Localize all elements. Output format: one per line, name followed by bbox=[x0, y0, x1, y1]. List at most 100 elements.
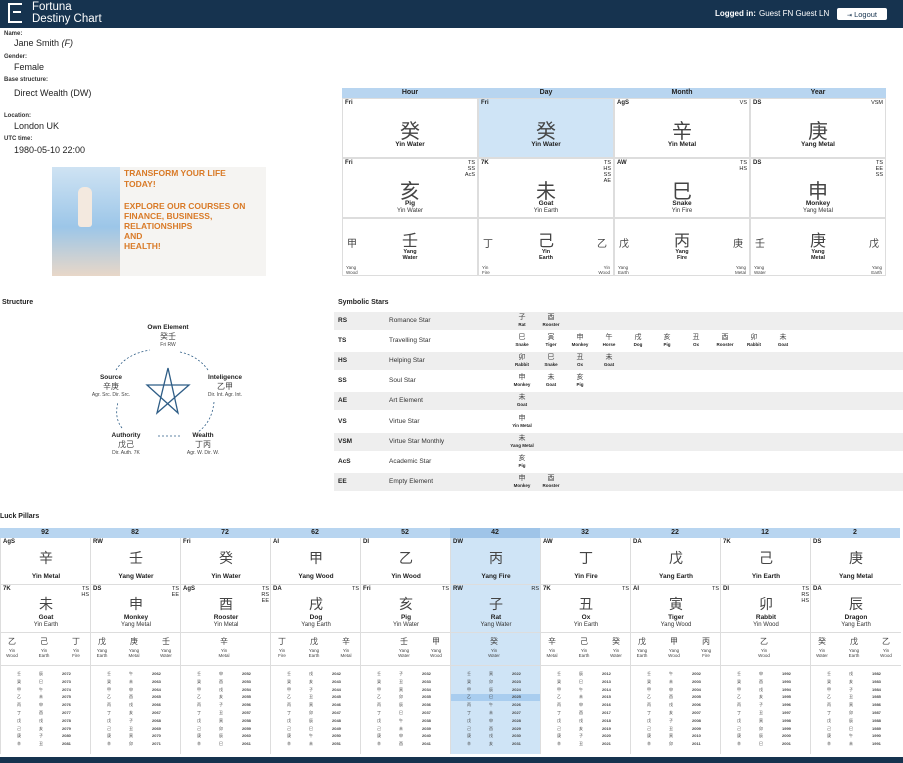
luck-pillar[interactable]: RW 壬 Yang Water DS TS EE 申 Monkey Yang Metal 戊 Ya… bbox=[90, 538, 181, 754]
luck-year-row[interactable]: 丙 寅 1986 bbox=[811, 702, 901, 709]
luck-year-row[interactable]: 癸 未 2063 bbox=[91, 679, 181, 686]
luck-year-row[interactable]: 甲 子 2044 bbox=[271, 687, 361, 694]
luck-year-row[interactable]: 辛 卯 2071 bbox=[91, 741, 181, 748]
luck-year-row[interactable]: 辛 丑 2081 bbox=[1, 741, 91, 748]
promo-banner[interactable]: TRANSFORM YOUR LIFE TODAY! EXPLORE OUR C… bbox=[52, 167, 266, 276]
luck-year-row[interactable]: 戊 戌 2018 bbox=[541, 718, 631, 725]
luck-year-row[interactable]: 甲 戌 1994 bbox=[721, 687, 811, 694]
luck-pillar[interactable]: DI 乙 Yin Wood Fri TS 亥 Pig Yin Water 壬 Yang Water… bbox=[360, 538, 451, 754]
luck-year-row[interactable]: 丙 辰 2036 bbox=[361, 702, 451, 709]
luck-year-row[interactable]: 辛 酉 2041 bbox=[361, 741, 451, 748]
luck-year-row[interactable]: 庚 申 2040 bbox=[361, 733, 451, 740]
luck-year-row[interactable]: 乙 未 2075 bbox=[1, 694, 91, 701]
luck-year-row[interactable]: 戊 子 2008 bbox=[631, 718, 721, 725]
luck-year-row[interactable]: 丙 午 2026 bbox=[451, 702, 541, 709]
luck-year-row[interactable]: 甲 申 2064 bbox=[91, 687, 181, 694]
luck-pillar[interactable]: AW 丁 Yin Fire 7K TS 丑 Ox Yin Earth 辛 Yin Metal 己 Yi… bbox=[540, 538, 631, 754]
star-row-ts[interactable]: TS Travelling Star 巳 Snake 寅 Tiger 申 Monkey 午 Hor… bbox=[334, 332, 903, 350]
luck-year-row[interactable]: 癸 未 2003 bbox=[631, 679, 721, 686]
luck-year-row[interactable]: 庚 辰 2000 bbox=[721, 733, 811, 740]
luck-year-row[interactable]: 甲 子 1984 bbox=[811, 687, 901, 694]
luck-year-row[interactable]: 丙 寅 2046 bbox=[271, 702, 361, 709]
luck-year-row[interactable]: 己 卯 2059 bbox=[181, 726, 271, 733]
luck-year-row[interactable]: 戊 寅 1998 bbox=[721, 718, 811, 725]
luck-year-row[interactable]: 戊 申 2028 bbox=[451, 718, 541, 725]
luck-year-row[interactable]: 戊 辰 2048 bbox=[271, 718, 361, 725]
luck-year-row[interactable]: 乙 未 2015 bbox=[541, 694, 631, 701]
star-row-hs[interactable]: HS Helping Star 卯 Rabbit 巳 Snake 丑 Ox 未 Goat bbox=[334, 352, 903, 371]
luck-year-row[interactable]: 庚 午 2050 bbox=[271, 733, 361, 740]
stem-cell[interactable]: Fri 癸 Yin Water bbox=[342, 98, 478, 158]
star-row-vs[interactable]: VS Virtue Star 申 Yin Metal bbox=[334, 413, 903, 431]
luck-year-row[interactable]: 庚 辰 2060 bbox=[181, 733, 271, 740]
luck-year-row[interactable]: 甲 戌 2054 bbox=[181, 687, 271, 694]
branch-cell[interactable]: 7K TS HS SS AE 未 Goat Yin Earth bbox=[478, 158, 614, 218]
luck-year-row[interactable]: 癸 亥 2043 bbox=[271, 679, 361, 686]
luck-year-row[interactable]: 庚 午 1990 bbox=[811, 733, 901, 740]
luck-year-row[interactable]: 己 酉 2029 bbox=[451, 726, 541, 733]
luck-year-row[interactable]: 辛 未 1991 bbox=[811, 741, 901, 748]
luck-year-row[interactable]: 乙 丑 1985 bbox=[811, 694, 901, 701]
stem-cell[interactable]: DS VSM 庚 Yang Metal bbox=[750, 98, 886, 158]
logout-button[interactable]: ⇥ Logout bbox=[837, 8, 887, 20]
luck-year-row[interactable]: 戊 子 2068 bbox=[91, 718, 181, 725]
luck-year-row[interactable]: 癸 酉 2053 bbox=[181, 679, 271, 686]
luck-year-row[interactable]: 己 亥 2079 bbox=[1, 726, 91, 733]
luck-pillar[interactable]: 7K 己 Yin Earth DI TS RS HS 卯 Rabbit Yin Wood 乙 Yi… bbox=[720, 538, 811, 754]
luck-year-row[interactable]: 癸 亥 1983 bbox=[811, 679, 901, 686]
luck-year-row[interactable]: 壬 申 2052 bbox=[181, 671, 271, 678]
luck-year-row[interactable]: 辛 亥 2031 bbox=[451, 741, 541, 748]
luck-year-row[interactable]: 戊 戌 2078 bbox=[1, 718, 91, 725]
luck-year-row[interactable]: 丁 酉 2017 bbox=[541, 710, 631, 717]
luck-year-row[interactable]: 己 卯 1999 bbox=[721, 726, 811, 733]
luck-year-row[interactable]: 壬 申 1992 bbox=[721, 671, 811, 678]
branch-cell[interactable]: DS TS EE SS 申 Monkey Yang Metal bbox=[750, 158, 886, 218]
luck-year-row[interactable]: 丙 申 2076 bbox=[1, 702, 91, 709]
branch-cell[interactable]: Fri TS SS AcS 亥 Pig Yin Water bbox=[342, 158, 478, 218]
luck-year-row[interactable]: 乙 酉 2065 bbox=[91, 694, 181, 701]
branch-cell[interactable]: AW TS HS 巳 Snake Yin Fire bbox=[614, 158, 750, 218]
luck-pillar[interactable]: Fri 癸 Yin Water AgS TS RS EE 酉 Rooster Yin Meta… bbox=[180, 538, 271, 754]
luck-year-row[interactable]: 丁 卯 1987 bbox=[811, 710, 901, 717]
luck-year-row[interactable]: 乙 酉 2005 bbox=[631, 694, 721, 701]
luck-year-row[interactable]: 壬 戌 1982 bbox=[811, 671, 901, 678]
star-row-ee[interactable]: EE Empty Element 申 Monkey 酉 Rooster bbox=[334, 472, 903, 491]
luck-year-row[interactable]: 癸 巳 2013 bbox=[541, 679, 631, 686]
luck-year-row[interactable]: 庚 寅 2010 bbox=[631, 733, 721, 740]
luck-year-row[interactable]: 庚 子 2020 bbox=[541, 733, 631, 740]
luck-year-row[interactable]: 壬 戌 2042 bbox=[271, 671, 361, 678]
luck-year-row[interactable]: 己 未 2039 bbox=[361, 726, 451, 733]
star-row-vsm[interactable]: VSM Virtue Star Monthly 未 Yang Metal bbox=[334, 432, 903, 451]
stem-cell[interactable]: Fri 癸 Yin Water bbox=[478, 98, 614, 158]
luck-year-row[interactable]: 乙 巳 2025 bbox=[451, 694, 541, 702]
luck-year-row[interactable]: 己 亥 2019 bbox=[541, 726, 631, 733]
luck-year-row[interactable]: 丁 丑 1997 bbox=[721, 710, 811, 717]
luck-year-row[interactable]: 甲 午 2074 bbox=[1, 687, 91, 694]
luck-year-row[interactable]: 癸 卯 2023 bbox=[451, 679, 541, 686]
star-row-rs[interactable]: RS Romance Star 子 Rat 酉 Rooster bbox=[334, 312, 903, 330]
luck-year-row[interactable]: 癸 丑 2033 bbox=[361, 679, 451, 686]
luck-year-row[interactable]: 乙 亥 2055 bbox=[181, 694, 271, 701]
luck-year-row[interactable]: 乙 丑 2045 bbox=[271, 694, 361, 701]
luck-year-row[interactable]: 甲 辰 2024 bbox=[451, 687, 541, 694]
luck-year-row[interactable]: 壬 辰 2012 bbox=[541, 671, 631, 678]
luck-year-row[interactable]: 己 巳 2049 bbox=[271, 726, 361, 733]
luck-pillar[interactable]: AgS 辛 Yin Metal 7K TS HS 未 Goat Yin Earth 乙 Yin W… bbox=[0, 538, 91, 754]
luck-year-row[interactable]: 甲 申 2004 bbox=[631, 687, 721, 694]
star-row-ae[interactable]: AE Art Element 未 Goat bbox=[334, 392, 903, 411]
luck-year-row[interactable]: 丁 酉 2077 bbox=[1, 710, 91, 717]
luck-year-row[interactable]: 辛 未 2051 bbox=[271, 741, 361, 748]
luck-year-row[interactable]: 丁 亥 2067 bbox=[91, 710, 181, 717]
luck-year-row[interactable]: 辛 巳 2061 bbox=[181, 741, 271, 748]
luck-year-row[interactable]: 己 巳 1989 bbox=[811, 726, 901, 733]
luck-year-row[interactable]: 辛 巳 2001 bbox=[721, 741, 811, 748]
luck-year-row[interactable]: 癸 巳 2073 bbox=[1, 679, 91, 686]
luck-year-row[interactable]: 壬 午 2062 bbox=[91, 671, 181, 678]
luck-year-row[interactable]: 辛 丑 2021 bbox=[541, 741, 631, 748]
star-row-acs[interactable]: AcS Academic Star 亥 Pig bbox=[334, 453, 903, 471]
luck-year-row[interactable]: 丙 申 2016 bbox=[541, 702, 631, 709]
luck-year-row[interactable]: 乙 卯 2035 bbox=[361, 694, 451, 701]
luck-year-row[interactable]: 庚 子 2080 bbox=[1, 733, 91, 740]
luck-year-row[interactable]: 己 丑 2069 bbox=[91, 726, 181, 733]
luck-year-row[interactable]: 丁 亥 2007 bbox=[631, 710, 721, 717]
